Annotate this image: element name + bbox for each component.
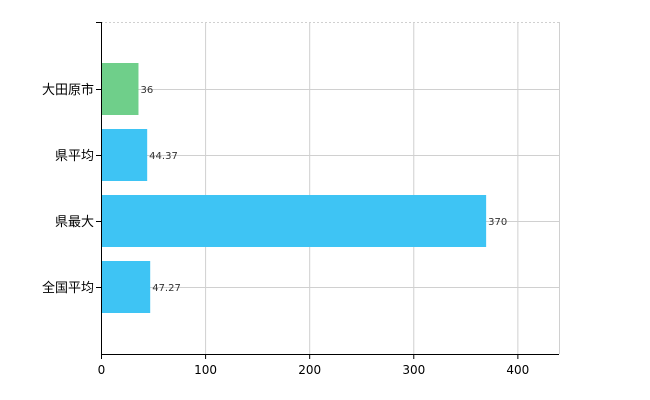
- axes: [96, 22, 559, 359]
- bars: [102, 63, 487, 313]
- x-tick-label-1: 100: [194, 363, 217, 377]
- x-tick-label-0: 0: [98, 363, 106, 377]
- category-label-0: 大田原市: [42, 82, 94, 98]
- category-label-2: 県最大: [55, 215, 94, 230]
- value-label-2: 370: [488, 217, 507, 228]
- bar-0: [102, 63, 139, 115]
- bar-1: [102, 129, 148, 181]
- value-label-0: 36: [140, 85, 153, 96]
- bar-3: [102, 261, 151, 313]
- x-tick-label-4: 400: [506, 363, 529, 377]
- category-label-1: 県平均: [55, 149, 94, 164]
- value-label-1: 44.37: [149, 151, 178, 162]
- grid: [101, 22, 560, 354]
- category-label-3: 全国平均: [42, 280, 94, 296]
- x-tick-label-3: 300: [402, 363, 425, 377]
- bar-2: [102, 195, 487, 247]
- x-tick-label-2: 200: [298, 363, 321, 377]
- value-label-3: 47.27: [152, 283, 181, 294]
